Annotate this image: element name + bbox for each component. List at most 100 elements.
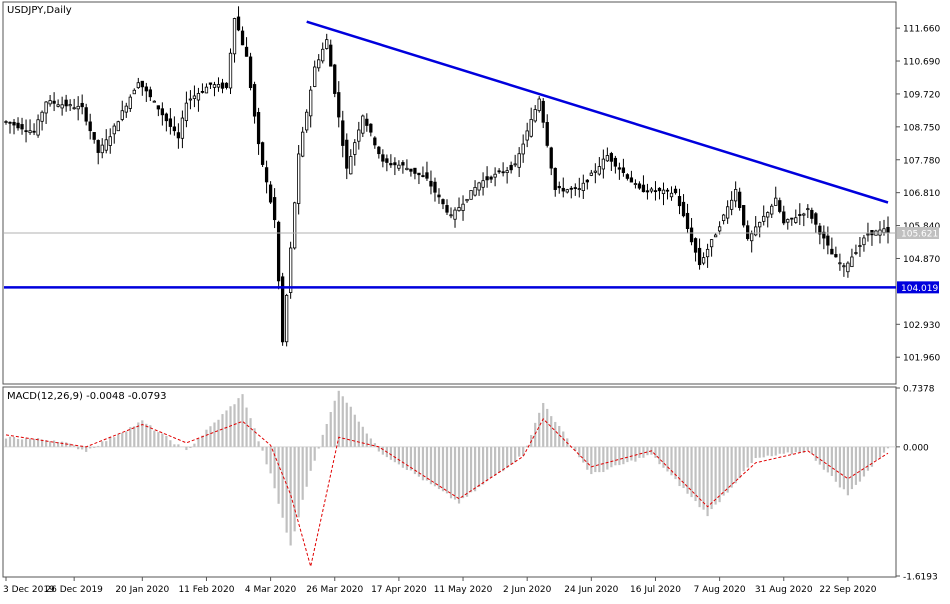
candle [665, 187, 670, 200]
candle [794, 209, 798, 224]
candle [517, 147, 521, 178]
candle [553, 167, 557, 197]
candle [697, 238, 702, 270]
candle-body [441, 199, 445, 205]
macd-signal-path [5, 418, 889, 567]
support-badge [897, 281, 939, 294]
candle [425, 161, 429, 181]
macd-tick-label: 0.7378 [903, 385, 935, 395]
candle [565, 188, 569, 194]
candle [124, 102, 128, 118]
candle-body [697, 247, 702, 266]
candle [128, 94, 132, 112]
candle-body [806, 208, 810, 211]
macd-pane: 0.7378 0.000 -1.6193 MACD(12,26,9) -0.0048… [2, 385, 938, 583]
candle [377, 145, 381, 159]
candle-body [754, 226, 758, 236]
candle [345, 133, 349, 180]
price-tick-label: 111.660 [903, 25, 940, 35]
macd-signal-line [5, 418, 889, 567]
candle-body [232, 18, 237, 55]
candle [264, 160, 269, 194]
candle [689, 218, 694, 246]
candle-body [521, 143, 525, 155]
candle-body [325, 39, 329, 49]
candle [96, 139, 100, 165]
candle-body [798, 214, 802, 216]
resistance-trendline [306, 20, 889, 204]
candle-body [417, 172, 421, 176]
candle [252, 81, 257, 124]
candle [200, 83, 205, 94]
candle-body [132, 89, 136, 95]
candle-body [365, 118, 369, 126]
candle [64, 94, 68, 112]
candle [509, 161, 513, 174]
candle [693, 237, 698, 262]
candle-body [826, 235, 830, 246]
candle-body [814, 213, 818, 225]
candle [774, 186, 778, 206]
candle-body [128, 96, 132, 109]
candle-body [597, 166, 601, 175]
candle-body [541, 100, 545, 123]
candle [453, 207, 457, 228]
candle [529, 107, 533, 138]
candle-body [537, 98, 541, 112]
chart-title: USDJPY,Daily [7, 5, 72, 16]
candle-body [248, 56, 253, 88]
candle [593, 163, 597, 184]
candle [232, 17, 237, 63]
candle [56, 99, 60, 108]
candle [337, 81, 341, 128]
candle-body [381, 154, 385, 162]
candle [633, 179, 638, 189]
candle-body [850, 256, 854, 268]
candle-body [284, 294, 289, 343]
candle [850, 248, 854, 268]
candle [393, 157, 397, 176]
candle-body [112, 125, 116, 135]
candle-body [497, 170, 501, 173]
candle [104, 129, 108, 154]
price-tick-label: 101.960 [903, 354, 940, 364]
candle [212, 81, 217, 97]
candle [782, 205, 786, 226]
price-tick-label: 110.690 [903, 58, 940, 68]
candle [465, 198, 469, 203]
candle [601, 149, 605, 179]
candle-body [437, 194, 441, 198]
candle-body [8, 121, 12, 124]
candle [369, 123, 373, 137]
candle [609, 151, 614, 172]
candle-body [88, 121, 92, 132]
candle-body [212, 84, 217, 88]
candle [120, 100, 124, 122]
candle [417, 172, 421, 185]
candle-body [357, 129, 361, 142]
candle [72, 98, 76, 110]
current-price-label: 105.621 [901, 230, 938, 240]
candle [649, 187, 654, 194]
candle-body [220, 82, 225, 89]
candle [537, 96, 541, 113]
candle [329, 39, 333, 67]
candle [244, 37, 249, 57]
candle [389, 154, 393, 168]
candle-body [838, 262, 842, 265]
candle-body [305, 111, 309, 131]
candle-body [453, 209, 457, 220]
candle [148, 86, 152, 102]
price-tick-label: 106.810 [903, 189, 940, 199]
candle [248, 52, 253, 91]
candle [729, 191, 734, 216]
candle-body [794, 217, 798, 223]
candle-body [477, 182, 481, 191]
candle-body [818, 225, 822, 235]
candle [48, 94, 52, 107]
current-price-badge [897, 227, 939, 240]
candle [705, 243, 710, 268]
time-tick-label: 20 Jan 2020 [115, 585, 169, 595]
